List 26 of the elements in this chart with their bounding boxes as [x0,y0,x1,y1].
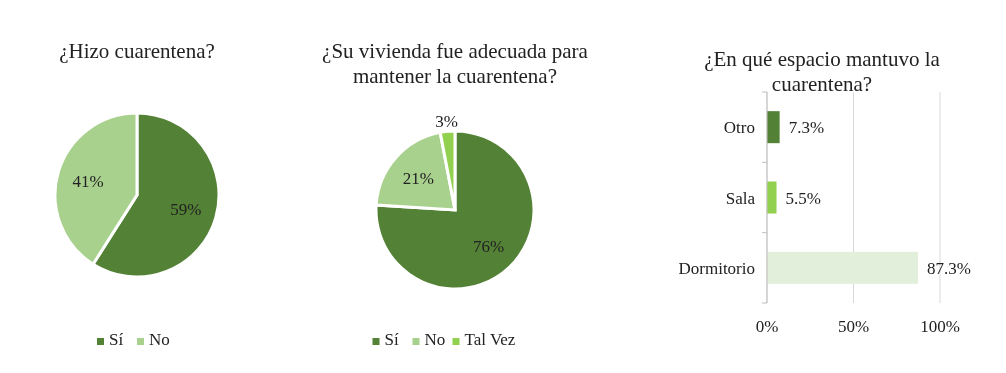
chart-title: ¿Su vivienda fue adecuada para mantener la cuarentena? [322,39,589,88]
legend-label: No [149,330,170,349]
legend-label: No [424,330,446,349]
y-tick-label: Dormitorio [678,258,755,278]
x-tick-label: 50% [837,317,870,336]
chart-title: ¿Hizo cuarentena? [59,39,215,63]
x-tick-label: 100% [920,317,960,336]
legend-label: Tal Vez [464,330,516,349]
bar [767,251,919,284]
data-label: 87.3% [927,258,971,278]
data-label: 5.5% [785,188,821,208]
data-label: 21% [402,168,434,188]
data-label: 59% [170,200,202,220]
data-label: 76% [472,236,505,256]
pie-slice [374,129,536,291]
chart-title: ¿En qué espacio mantuvo la cuarentena? [704,47,941,96]
y-tick-label: Sala [725,188,756,208]
bar [767,181,777,214]
data-label: 7.3% [788,118,825,138]
bar [767,111,780,144]
data-label: 41% [72,171,104,191]
y-tick-label: Otro [723,118,755,138]
legend-label: Sí [109,330,124,349]
x-tick-label: 0% [755,317,779,336]
legend-label: Sí [384,330,399,349]
data-label: 3% [435,112,458,132]
